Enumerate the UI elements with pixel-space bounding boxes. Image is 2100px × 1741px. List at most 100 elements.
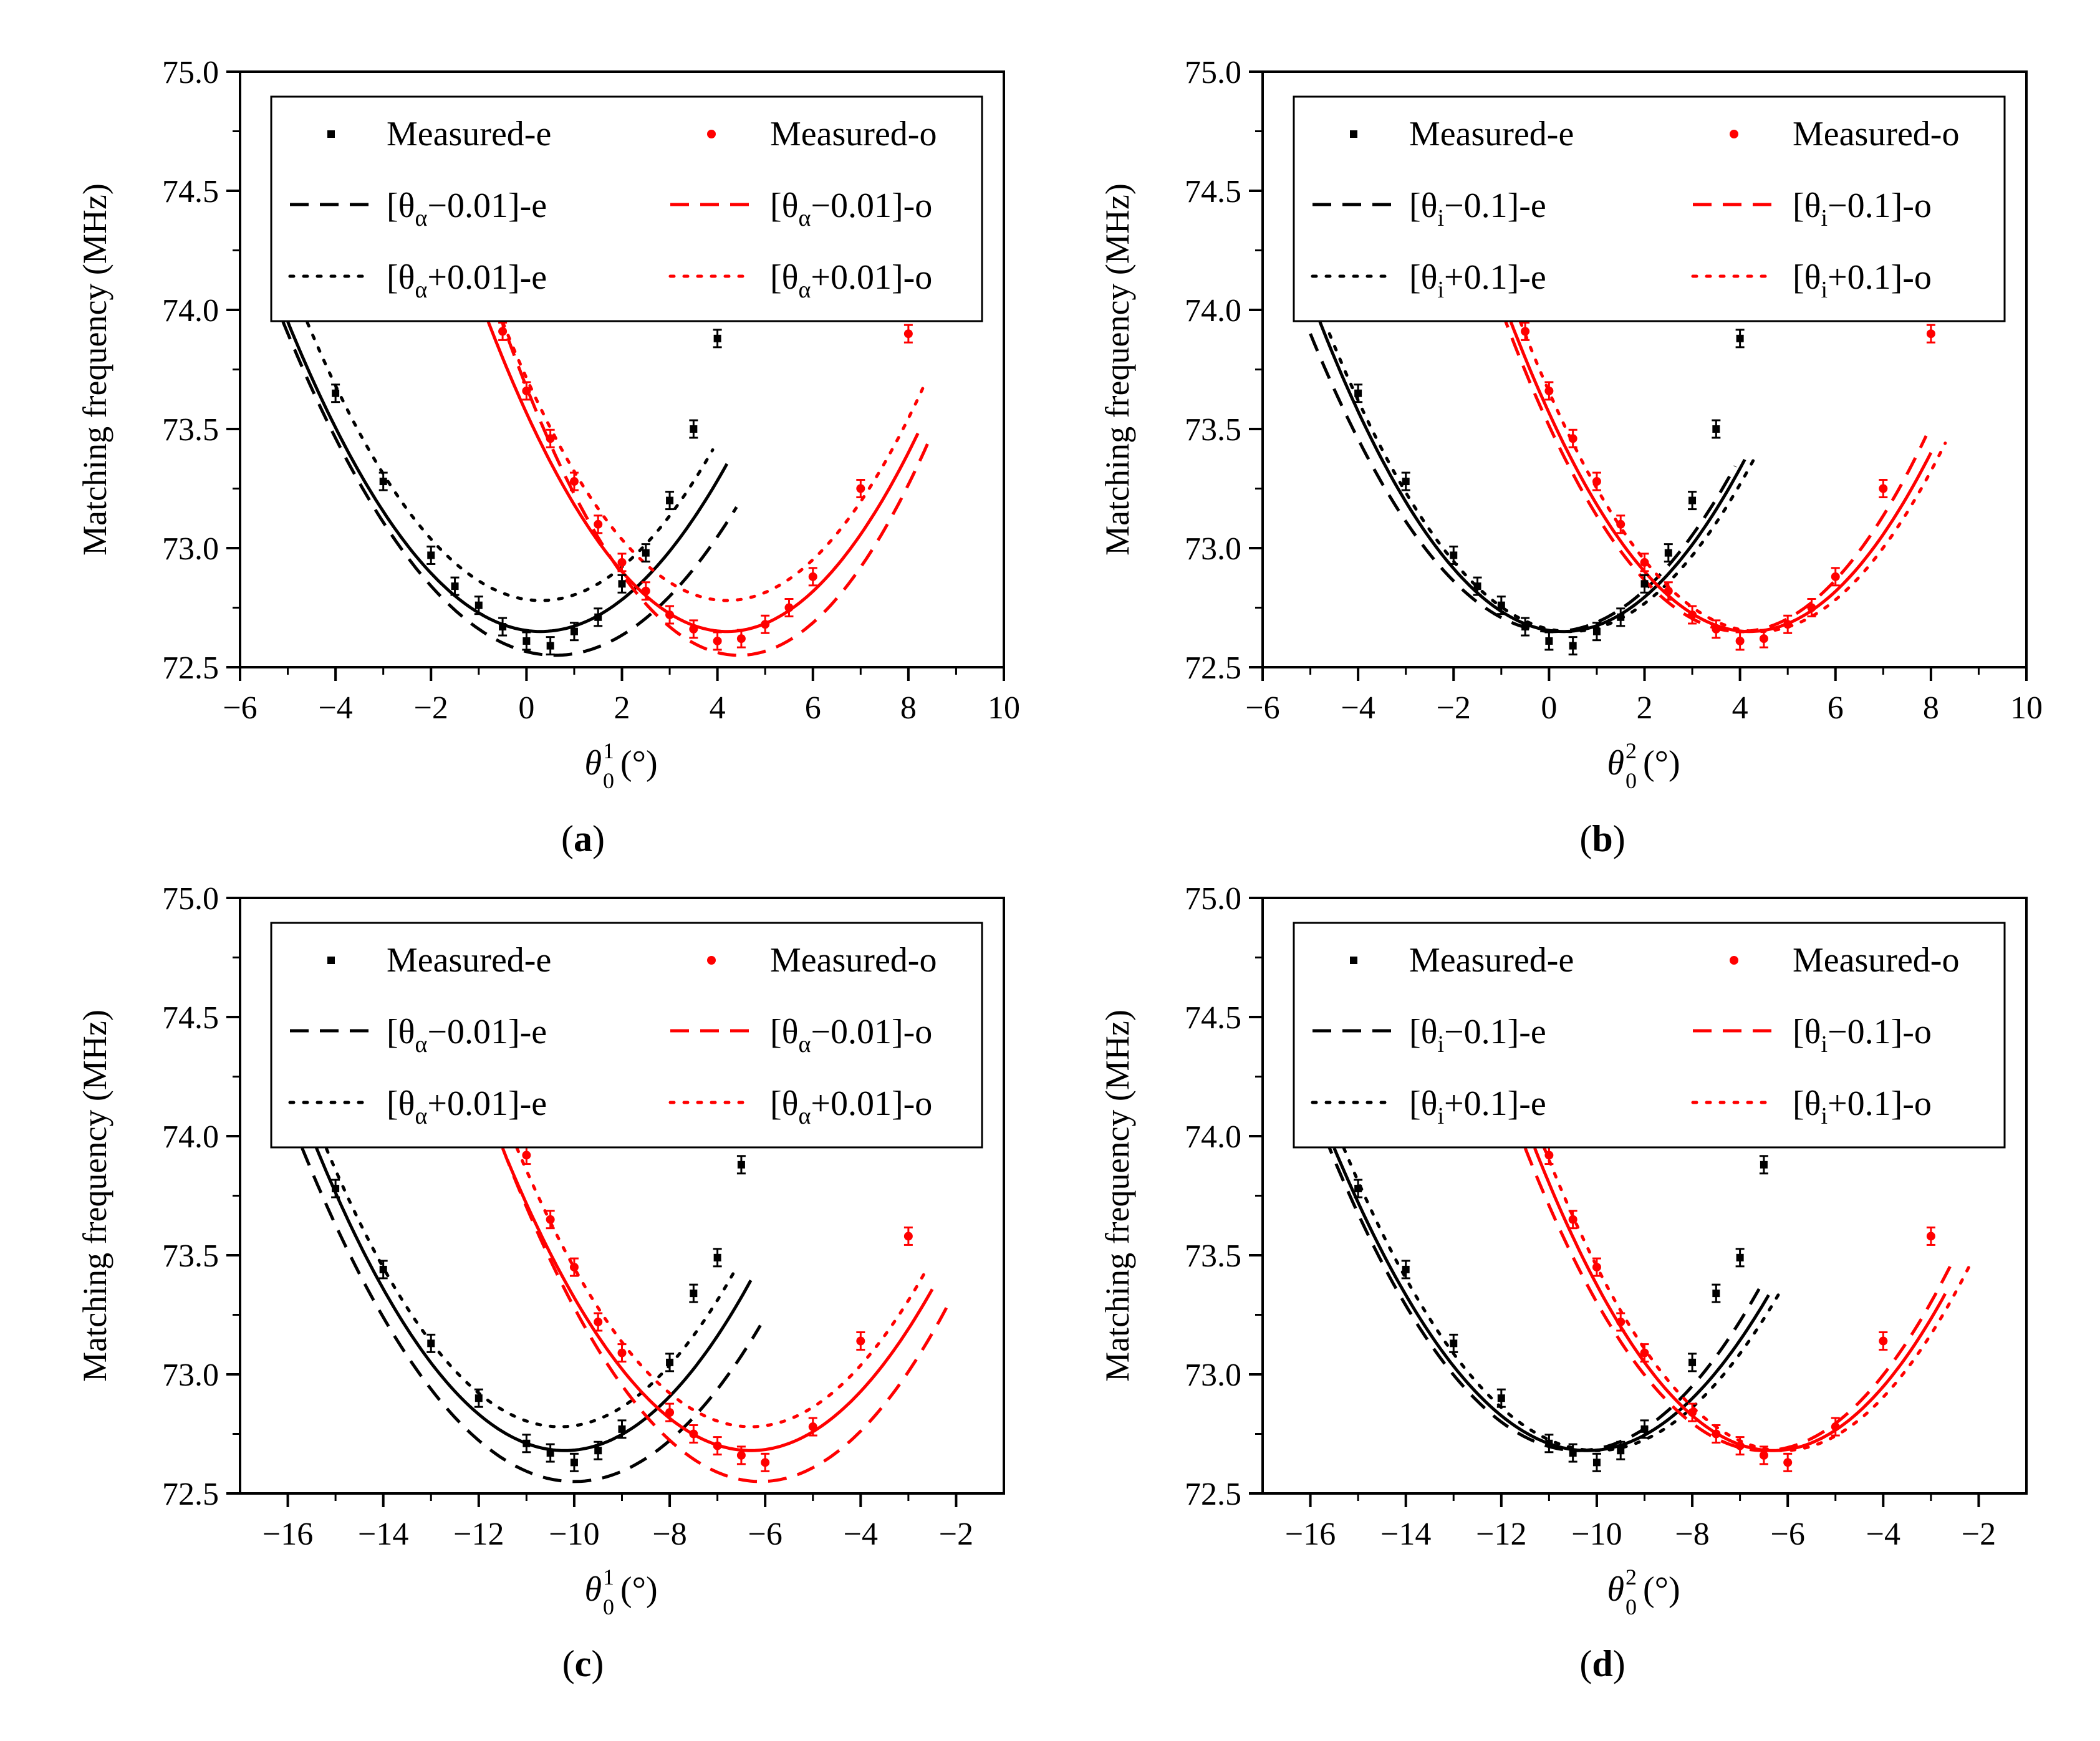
legend: Measured-e [θα−0.01]-e [θα+0.01]-e Measured… — [270, 922, 983, 1149]
data-point — [665, 1408, 675, 1417]
data-point — [736, 1450, 746, 1460]
data-point — [1592, 627, 1601, 635]
panel-a: −6 −4 −2 0 2 4 6 8 10 72.5 73.0 73.5 74.0 74.5 75.0 Mat… — [76, 55, 1020, 859]
legend-label: [θα−0.01]-e — [387, 1013, 547, 1058]
curve-solid — [506, 1159, 934, 1452]
data-point — [1807, 603, 1816, 612]
x-tick-label: 0 — [518, 690, 534, 726]
data-point — [1926, 1232, 1935, 1241]
legend-label: Measured-e — [1409, 115, 1574, 153]
panel-b: −6 −4 −2 0 2 4 6 8 10 72.5 73.0 73.5 74.0 74.5 75.0 Mat… — [1099, 55, 2043, 859]
panel-c: −16 −14 −12 −10 −8 −6 −4 −2 72.5 73.0 73.5 74.0 74.5… — [76, 881, 1005, 1684]
y-tick-label: 73.5 — [1185, 1238, 1241, 1274]
data-point — [903, 1232, 913, 1241]
x-tick-label: 6 — [1828, 690, 1844, 726]
y-tick-label: 73.0 — [1185, 1358, 1241, 1393]
x-tick-label: 10 — [988, 690, 1020, 726]
data-point — [1879, 1336, 1888, 1346]
series-markers — [1354, 1155, 1768, 1472]
data-point — [498, 327, 508, 336]
y-tick-label: 73.5 — [1185, 412, 1241, 448]
data-point — [1759, 1450, 1768, 1460]
curve-solid — [1332, 1147, 1770, 1452]
data-point — [1760, 1160, 1768, 1169]
data-point — [856, 1336, 865, 1346]
legend-label: Measured-o — [1793, 115, 1959, 153]
legend-label: [θi+0.1]-o — [1793, 1084, 1932, 1129]
y-tick-label: 75.0 — [1185, 55, 1241, 90]
legend-label: [θα−0.01]-o — [770, 1013, 932, 1058]
y-tick-label: 74.5 — [1185, 1000, 1241, 1036]
data-point — [523, 1439, 531, 1447]
data-point — [451, 582, 459, 591]
curve-solid — [310, 1136, 753, 1452]
x-tick-label: 4 — [1732, 690, 1748, 726]
data-point — [713, 1441, 722, 1450]
data-point — [1759, 634, 1768, 644]
curve-dashed — [1500, 309, 1928, 634]
data-point — [1926, 329, 1935, 339]
data-point — [1617, 613, 1625, 621]
data-point — [761, 620, 770, 629]
x-tick-label: −10 — [549, 1517, 599, 1552]
data-point — [617, 557, 627, 567]
data-point — [761, 1458, 770, 1467]
data-point — [666, 1358, 674, 1366]
data-point — [1640, 580, 1649, 588]
series-markers — [1544, 1145, 1935, 1472]
series-markers — [1521, 321, 1935, 651]
y-tick-label: 75.0 — [162, 55, 219, 90]
legend-label: Measured-e — [387, 941, 551, 980]
data-point — [713, 636, 722, 645]
data-point — [618, 580, 626, 588]
data-point — [379, 1265, 387, 1273]
x-axis-label: θ2 0 (°) — [1607, 738, 1680, 793]
data-point — [903, 329, 913, 339]
data-point — [1712, 1290, 1720, 1298]
y-tick-label: 72.5 — [1185, 650, 1241, 686]
y-tick-label: 73.5 — [162, 412, 219, 448]
x-tick-label: 4 — [710, 690, 726, 726]
data-point — [569, 477, 579, 486]
curve-dotted — [1327, 332, 1756, 634]
curve-dotted — [1518, 320, 1947, 634]
series-markers — [1354, 329, 1745, 656]
data-point — [1831, 1422, 1840, 1432]
legend-label: Measured-o — [1793, 941, 1959, 980]
curve-dotted — [515, 1146, 929, 1429]
data-point — [1568, 434, 1577, 443]
data-point — [737, 1160, 745, 1169]
x-tick-label: −8 — [1675, 1517, 1709, 1552]
x-tick-label: −4 — [844, 1517, 878, 1552]
x-tick-label: −6 — [1245, 690, 1279, 726]
y-tick-label: 74.5 — [162, 174, 219, 210]
legend-label: Measured-e — [1409, 941, 1574, 980]
data-point — [1497, 601, 1505, 609]
x-tick-label: −2 — [939, 1517, 973, 1552]
y-tick-label: 74.0 — [162, 1119, 219, 1155]
curve-solid — [486, 321, 920, 634]
legend-label: Measured-e — [387, 115, 551, 153]
data-point — [332, 389, 340, 397]
y-tick-label: 74.0 — [1185, 1119, 1241, 1155]
curves — [301, 1134, 948, 1483]
legend: Measured-e [θα−0.01]-e [θα+0.01]-e Measured… — [270, 95, 983, 322]
x-tick-label: −4 — [318, 690, 352, 726]
y-tick-label: 73.0 — [162, 1358, 219, 1393]
y-tick-label: 74.5 — [162, 1000, 219, 1036]
data-point — [1569, 1449, 1577, 1457]
data-point — [474, 1394, 483, 1402]
x-tick-label: −16 — [1285, 1517, 1336, 1552]
y-tick-label: 72.5 — [162, 650, 219, 686]
legend-marker — [327, 957, 335, 964]
data-point — [641, 586, 650, 596]
data-point — [808, 572, 817, 581]
data-point — [1569, 642, 1577, 650]
data-point — [1664, 586, 1673, 596]
data-point — [1521, 623, 1529, 631]
data-point — [1831, 572, 1840, 581]
legend-label: Measured-o — [770, 941, 937, 980]
legend-label: [θα+0.01]-o — [770, 1084, 932, 1129]
curve-solid — [1318, 321, 1746, 634]
